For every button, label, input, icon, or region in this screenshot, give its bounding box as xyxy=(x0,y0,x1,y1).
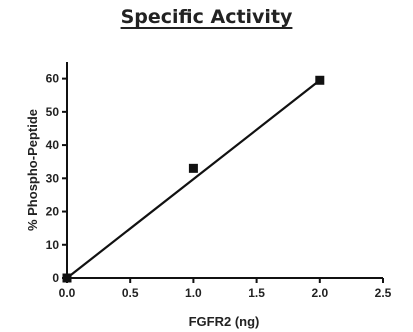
x-tick-label: 1.0 xyxy=(185,286,202,300)
y-tick-label: 10 xyxy=(46,238,60,252)
data-point xyxy=(62,273,72,283)
y-tick-label: 30 xyxy=(46,171,60,185)
x-tick-label: 0.5 xyxy=(122,286,139,300)
x-tick-label: 2.0 xyxy=(311,286,328,300)
y-tick-label: 40 xyxy=(46,138,60,152)
x-tick-label: 0.0 xyxy=(59,286,76,300)
x-tick-label: 1.5 xyxy=(248,286,265,300)
chart-axes: 0 10 20 30 40 50 60 0.0 0.5 1.0 1.5 2.0 2.5 xyxy=(46,62,392,300)
chart-title-text: Specific Activity xyxy=(120,6,293,28)
x-tick-label: 2.5 xyxy=(375,286,392,300)
y-tick-label: 20 xyxy=(46,205,60,219)
data-point xyxy=(315,75,325,85)
y-tick-label: 60 xyxy=(46,72,60,86)
chart-marks xyxy=(62,75,325,283)
x-axis-label: FGFR2 (ng) xyxy=(189,314,260,329)
y-axis-label: % Phospho-Peptide xyxy=(25,109,40,231)
chart-title: Specific Activity xyxy=(0,6,413,28)
data-point xyxy=(188,163,198,173)
fit-line xyxy=(66,79,321,279)
y-tick-label: 50 xyxy=(46,105,60,119)
y-tick-label: 0 xyxy=(52,271,59,285)
